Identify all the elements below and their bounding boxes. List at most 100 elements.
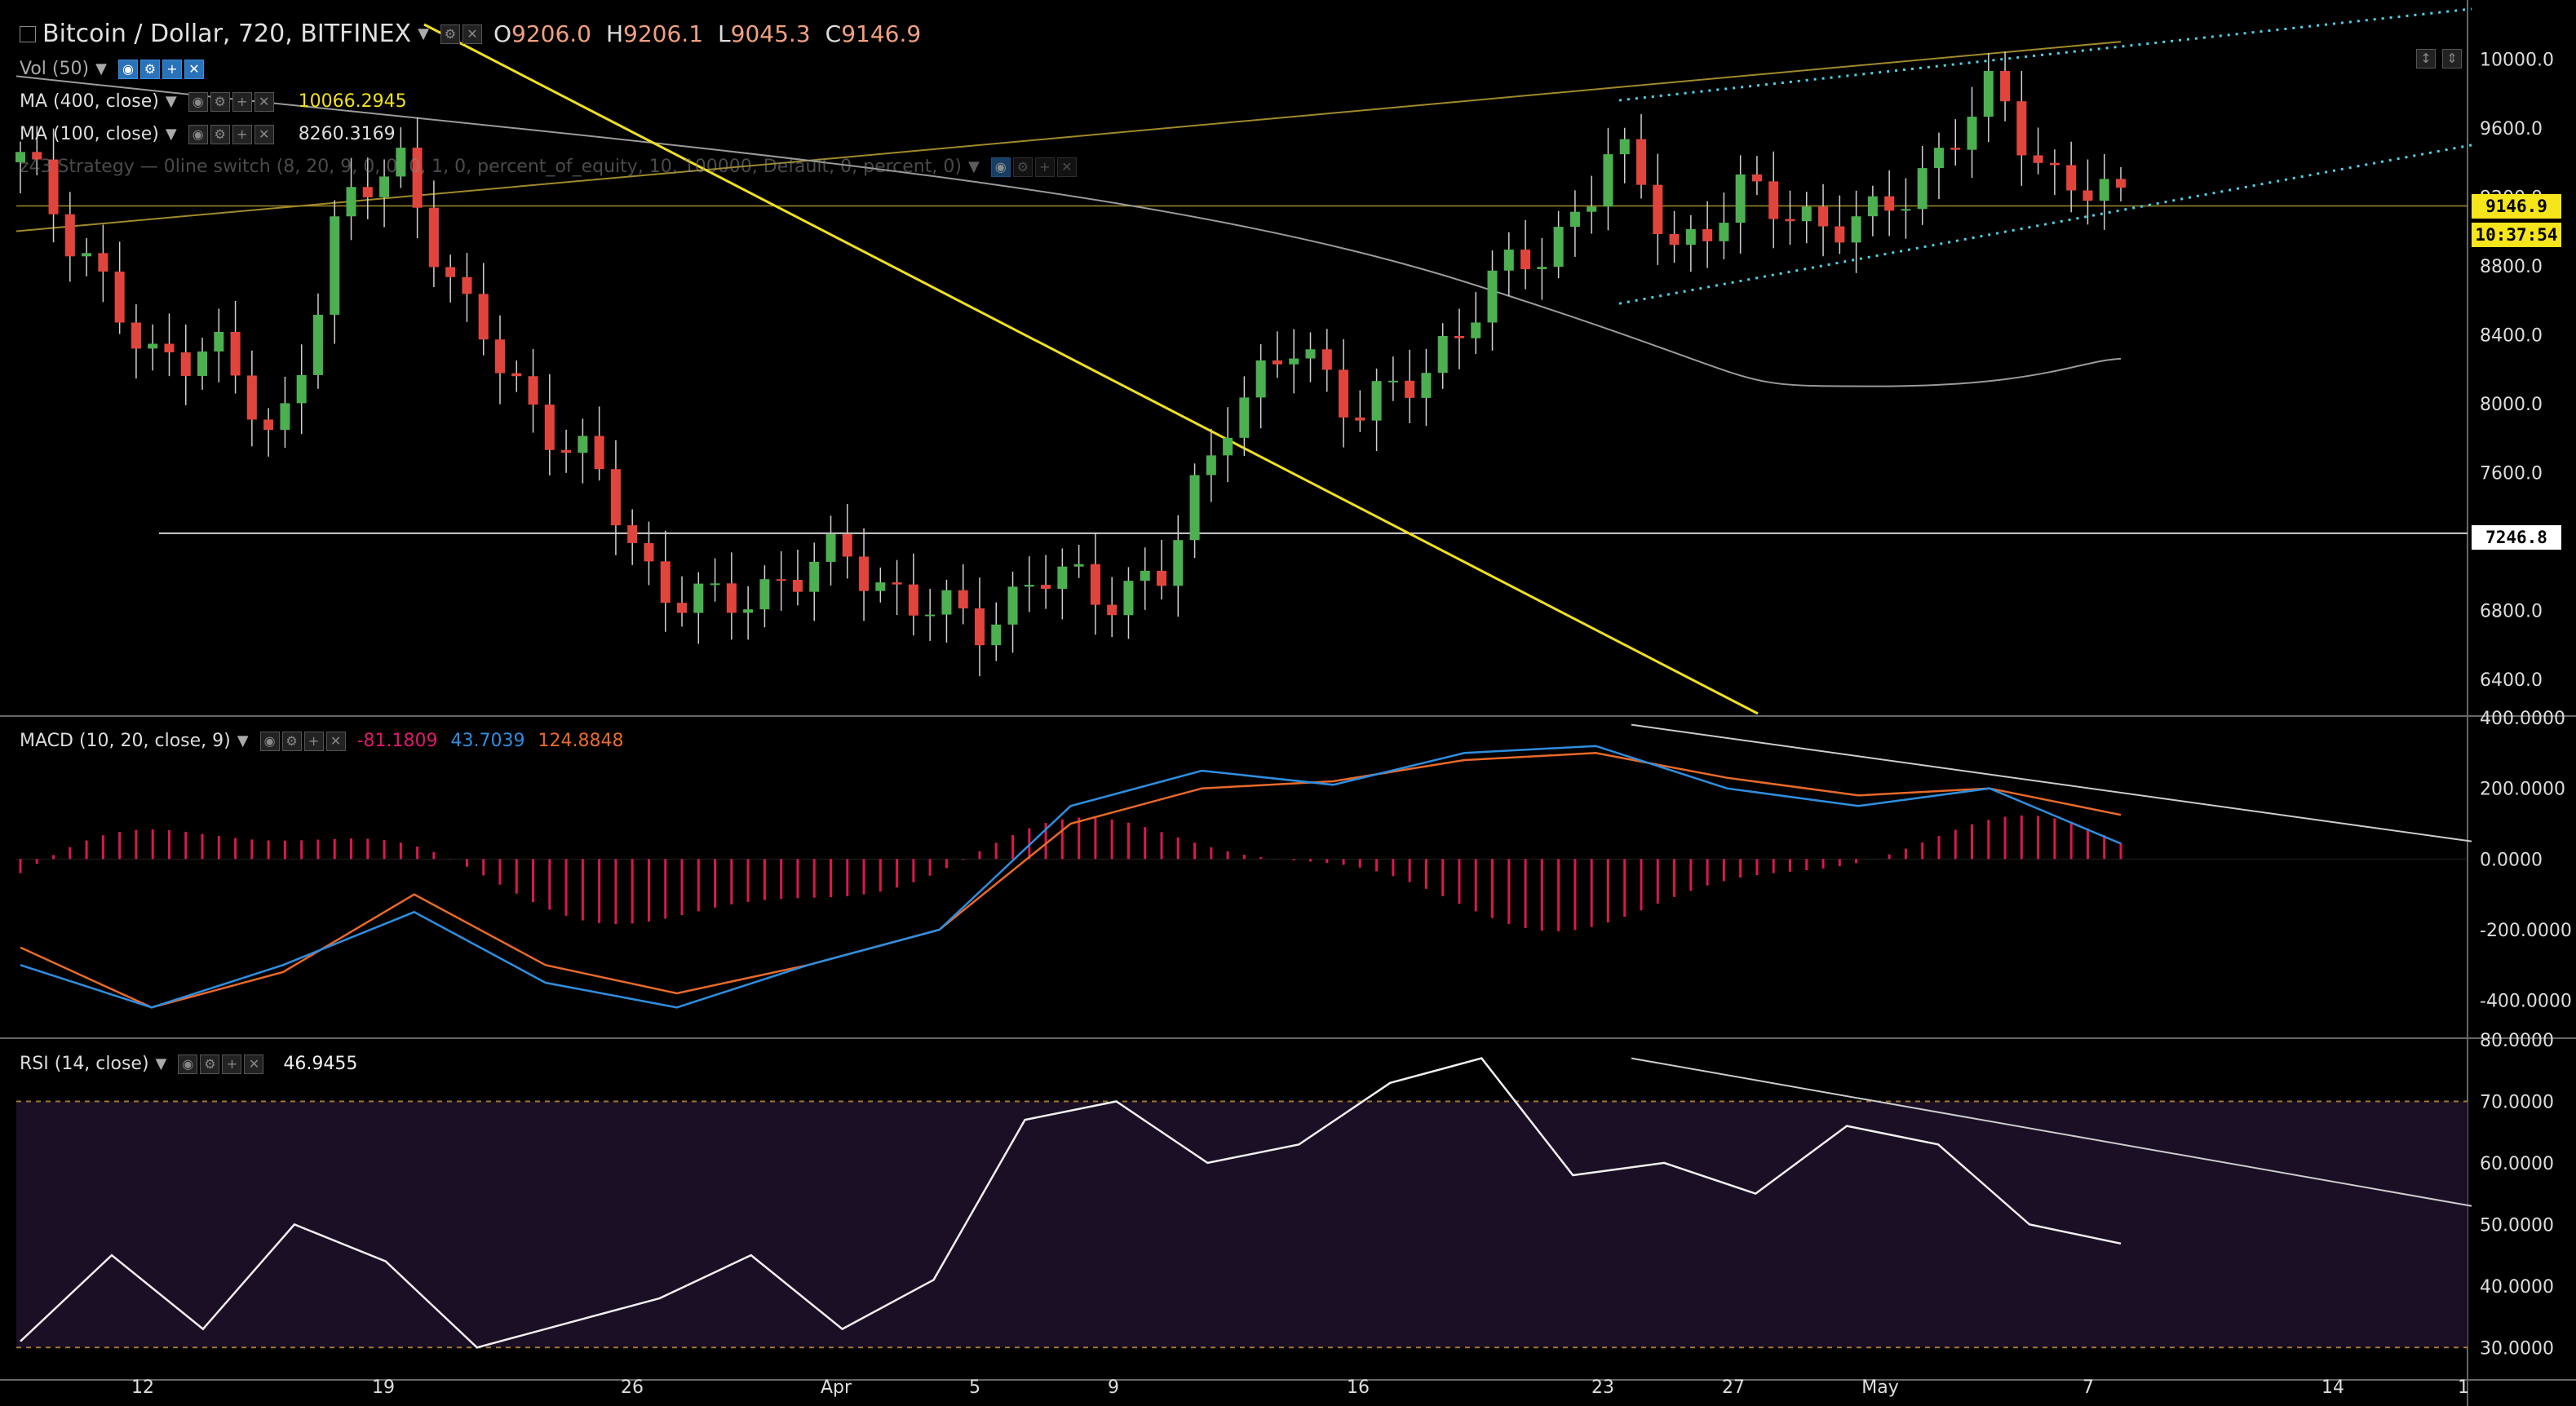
plus-icon[interactable]: +: [303, 731, 324, 751]
macd-line: [20, 745, 2122, 1009]
candle-body: [1355, 417, 1365, 421]
gear-icon[interactable]: ⚙: [200, 1054, 220, 1074]
macd-tick-label: 0.0000: [2480, 850, 2543, 870]
candle-body: [445, 267, 456, 277]
eye-icon[interactable]: ◉: [188, 124, 208, 144]
eye-icon[interactable]: ◉: [178, 1054, 198, 1074]
candle-body: [2049, 162, 2060, 166]
candle-body: [528, 376, 538, 405]
candle-body: [1818, 206, 1829, 227]
time-tick-label: 5: [969, 1377, 980, 1398]
candle-body: [908, 584, 918, 616]
time-tick-label: 9: [1108, 1377, 1119, 1398]
ma100-legend: MA (100, close) ▼ ◉ ⚙ + ✕ 8260.3169: [20, 124, 396, 144]
gear-icon[interactable]: ⚙: [210, 91, 230, 112]
vol-label[interactable]: Vol (50): [20, 59, 90, 79]
eye-icon[interactable]: ◉: [188, 91, 208, 112]
candle-body: [776, 579, 786, 581]
candle-body: [941, 590, 952, 615]
chevron-down-icon[interactable]: ▼: [418, 25, 429, 42]
candle-body: [230, 331, 241, 376]
ma100-label[interactable]: MA (100, close): [20, 124, 159, 144]
candle-body: [1669, 234, 1680, 245]
eye-icon[interactable]: ◉: [117, 59, 138, 79]
chevron-down-icon[interactable]: ▼: [95, 60, 107, 77]
candle-body: [1454, 335, 1464, 338]
candle-body: [1884, 196, 1895, 211]
candle-body: [1057, 566, 1068, 589]
symbol-title[interactable]: Bitcoin / Dollar, 720, BITFINEX: [42, 20, 412, 48]
chevron-down-icon[interactable]: ▼: [967, 158, 980, 175]
close-icon[interactable]: ✕: [1056, 157, 1077, 177]
macd-signal-line: [20, 752, 2122, 1009]
candle-body: [875, 582, 886, 591]
close-icon[interactable]: ✕: [244, 1054, 264, 1074]
rsi-tick-label: 50.0000: [2480, 1215, 2554, 1236]
macd-tick-label: -400.0000: [2480, 992, 2572, 1012]
candle-body: [1785, 219, 1795, 222]
gear-icon[interactable]: ⚙: [1012, 157, 1033, 177]
candle-body: [428, 207, 439, 267]
candle-body: [2000, 71, 2011, 102]
chevron-down-icon[interactable]: ▼: [237, 732, 249, 749]
candle-body: [1223, 437, 1233, 456]
candle-body: [825, 533, 836, 562]
candle-body: [1685, 228, 1696, 245]
strategy-label[interactable]: z43 Strategy — 0line switch (8, 20, 9, 0…: [20, 157, 962, 177]
candle-body: [1619, 139, 1630, 155]
time-tick-label: 23: [1591, 1377, 1614, 1398]
macd-label[interactable]: MACD (10, 20, close, 9): [20, 731, 231, 751]
close-icon[interactable]: ✕: [184, 59, 204, 79]
eye-icon[interactable]: ◉: [259, 731, 280, 751]
candle-body: [677, 603, 688, 613]
candle-body: [2033, 155, 2043, 163]
gear-icon[interactable]: ⚙: [281, 731, 302, 751]
candle-body: [660, 561, 671, 604]
close-icon[interactable]: ✕: [462, 24, 482, 44]
ma400-label[interactable]: MA (400, close): [20, 91, 159, 112]
pane-maximize-icon[interactable]: ↕: [2416, 49, 2436, 69]
candle-body: [1503, 250, 1514, 271]
close-icon[interactable]: ✕: [254, 124, 274, 144]
eye-icon[interactable]: ◉: [990, 157, 1011, 177]
close-icon[interactable]: ✕: [254, 91, 274, 112]
candle-body: [346, 187, 356, 217]
pane-collapse-icon[interactable]: ⇕: [2442, 49, 2462, 69]
candle-body: [246, 375, 257, 420]
candle-body: [1272, 360, 1282, 365]
plus-icon[interactable]: +: [232, 91, 252, 112]
gear-icon[interactable]: ⚙: [139, 59, 160, 79]
collapse-icon[interactable]: [20, 25, 36, 42]
ohlc-low-label: L: [718, 20, 731, 47]
settings-icon[interactable]: ⚙: [440, 24, 460, 44]
rsi-label[interactable]: RSI (14, close): [20, 1054, 149, 1074]
candle-body: [164, 343, 175, 353]
chevron-down-icon[interactable]: ▼: [165, 126, 177, 143]
plus-icon[interactable]: +: [162, 59, 182, 79]
plus-icon[interactable]: +: [232, 124, 252, 144]
rsi-tick-label: 30.0000: [2480, 1338, 2554, 1359]
macd-tick-label: -200.0000: [2480, 921, 2572, 941]
candle-body: [610, 469, 621, 526]
plus-icon[interactable]: +: [222, 1054, 242, 1074]
candle-body: [627, 525, 638, 543]
candle-body: [1933, 148, 1944, 169]
candle-body: [1901, 209, 1911, 211]
time-tick-label: 12: [131, 1377, 154, 1398]
ma400-value: 10066.2945: [298, 91, 407, 112]
candle-body: [594, 436, 604, 470]
chevron-down-icon[interactable]: ▼: [165, 93, 177, 110]
candle-body: [1537, 267, 1547, 270]
candle-body: [1917, 168, 1928, 210]
ohlc-high: 9206.1: [623, 20, 704, 47]
close-icon[interactable]: ✕: [325, 731, 346, 751]
candle-body: [1835, 226, 1845, 243]
plus-icon[interactable]: +: [1034, 157, 1055, 177]
ma100-line: [15, 75, 2122, 387]
gear-icon[interactable]: ⚙: [210, 124, 230, 144]
candle-body: [263, 419, 274, 431]
chevron-down-icon[interactable]: ▼: [155, 1055, 167, 1072]
candle-body: [1123, 581, 1134, 616]
